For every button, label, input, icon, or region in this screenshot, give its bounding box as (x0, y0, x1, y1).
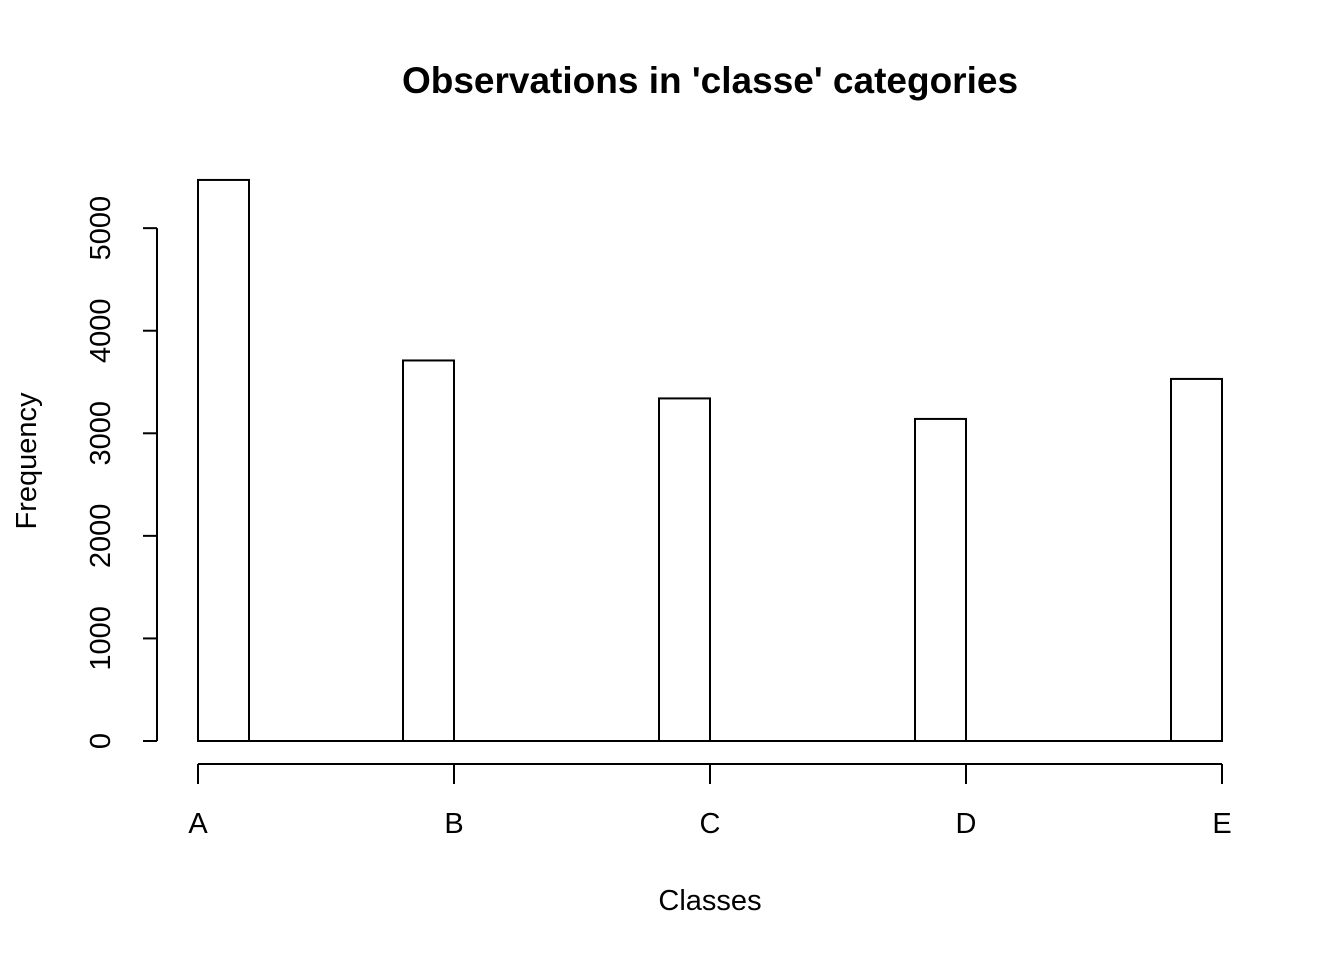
bar-D (914, 417, 967, 742)
y-axis: 0 1000 2000 3000 4000 5000 (85, 196, 158, 749)
bar-C (658, 397, 711, 742)
y-tick-label: 1000 (85, 606, 117, 671)
y-tick-label: 5000 (85, 196, 117, 261)
y-tick-label: 0 (85, 733, 117, 749)
y-tick-label: 3000 (85, 401, 117, 466)
bar-E (1170, 377, 1223, 742)
x-tick-label: B (444, 808, 463, 840)
x-tick-label: A (188, 808, 208, 840)
bar-B (402, 359, 455, 742)
y-axis-label: Frequency (11, 392, 43, 530)
bar-A (197, 178, 250, 743)
chart-title: Observations in 'classe' categories (402, 60, 1018, 101)
x-tick-label: D (956, 808, 977, 840)
x-tick-label: C (700, 808, 721, 840)
x-axis: A B C D E (188, 763, 1232, 840)
x-axis-label: Classes (658, 885, 761, 917)
bars-group (197, 178, 1223, 743)
x-tick-label: E (1212, 808, 1231, 840)
y-tick-label: 4000 (85, 298, 117, 363)
y-tick-label: 2000 (85, 504, 117, 569)
